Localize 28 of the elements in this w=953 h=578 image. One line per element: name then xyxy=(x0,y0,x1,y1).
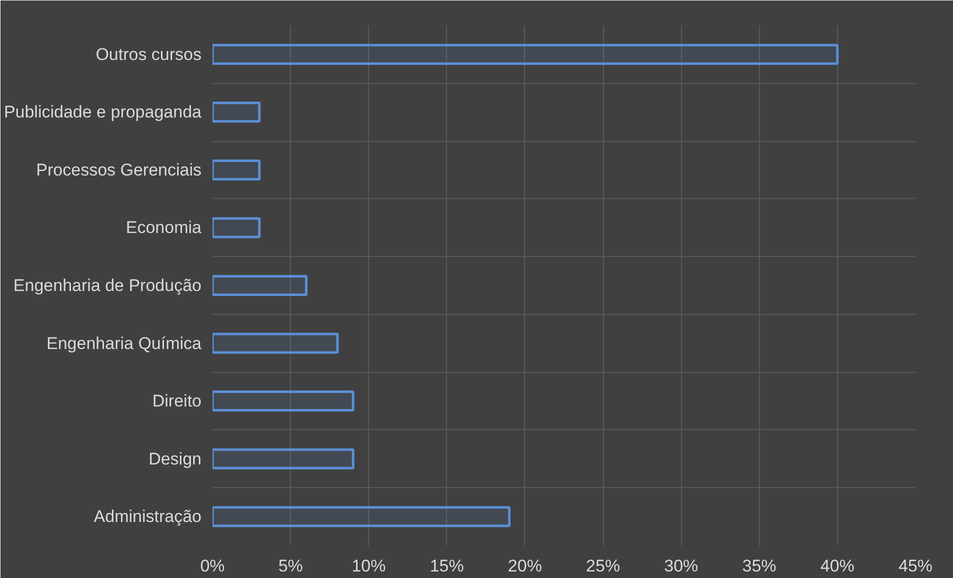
y-tick-label: Direito xyxy=(152,392,202,411)
bar xyxy=(212,275,308,296)
y-tick-label: Economia xyxy=(126,218,202,238)
x-tick-label: 35% xyxy=(742,556,776,576)
bar xyxy=(212,102,261,123)
y-tick-label: Processos Gerenciais xyxy=(36,160,202,180)
x-tick-label: 5% xyxy=(278,556,303,576)
x-tick-label: 45% xyxy=(898,556,933,576)
bar xyxy=(212,390,354,412)
x-tick-label: 15% xyxy=(430,556,464,576)
bar xyxy=(212,448,354,470)
y-tick-label: Administração xyxy=(94,507,202,526)
bar xyxy=(212,332,339,354)
y-tick-label: Engenharia Química xyxy=(46,334,202,353)
x-tick-label: 40% xyxy=(820,556,854,576)
bar xyxy=(212,506,511,528)
bar xyxy=(212,159,261,180)
y-tick-label: Publicidade e propaganda xyxy=(4,102,202,122)
y-tick-label: Outros cursos xyxy=(96,44,202,64)
x-tick-label: 30% xyxy=(664,556,698,576)
x-tick-label: 10% xyxy=(352,556,386,576)
y-tick-label: Design xyxy=(148,449,202,468)
x-tick-label: 0% xyxy=(200,556,225,576)
x-tick-label: 20% xyxy=(508,556,542,576)
bar xyxy=(212,44,839,65)
x-tick-label: 25% xyxy=(586,556,620,576)
bar xyxy=(212,217,261,238)
y-tick-label: Engenharia de Produção xyxy=(13,276,202,295)
